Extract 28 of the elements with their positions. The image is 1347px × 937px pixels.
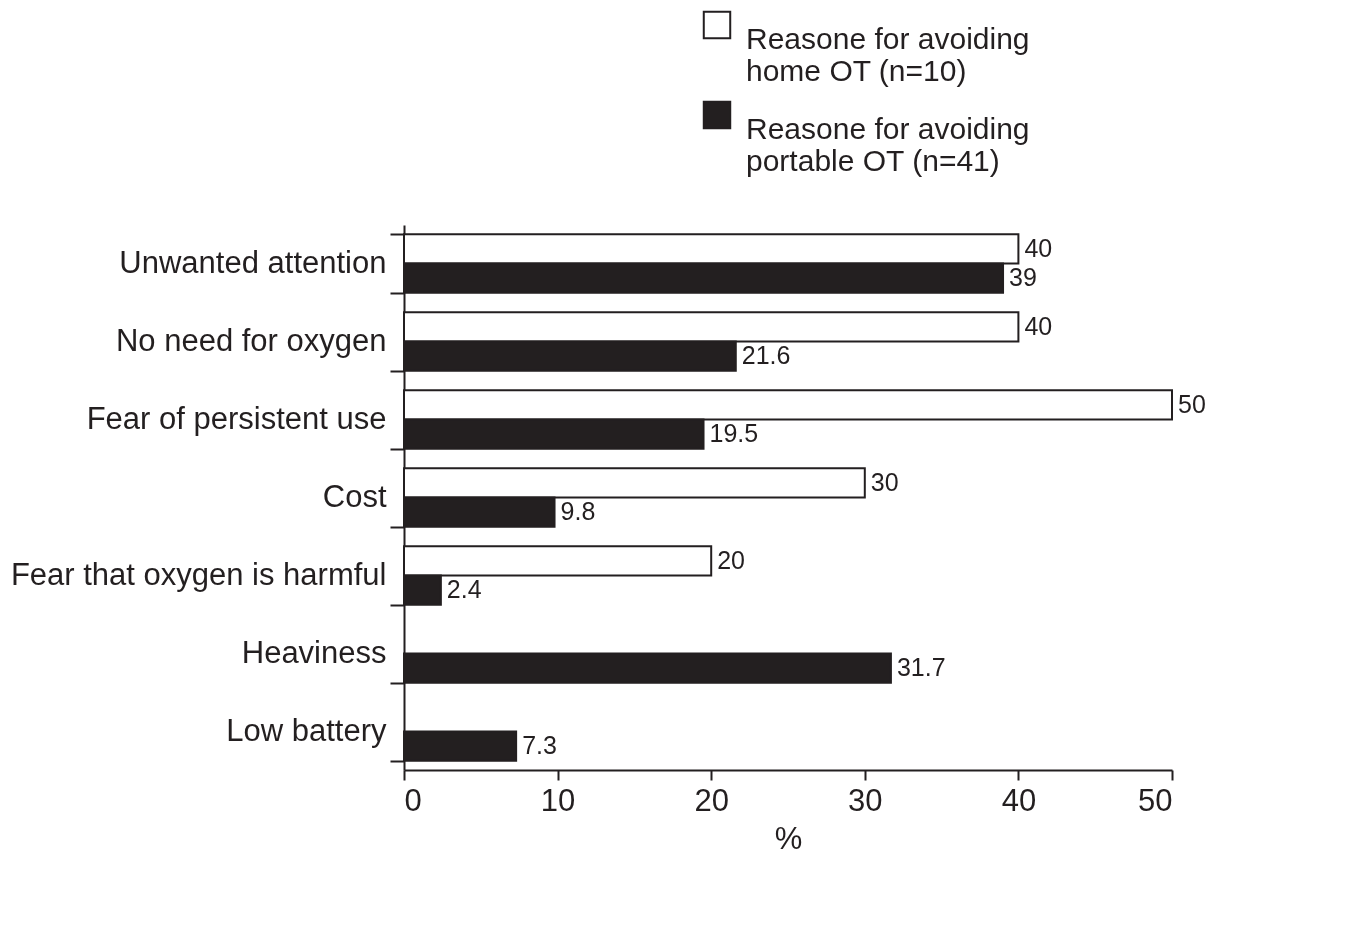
x-tick-label: 30 bbox=[848, 782, 883, 818]
x-tick-label: 50 bbox=[1138, 782, 1173, 818]
y-tick-label: Low battery bbox=[226, 712, 387, 748]
data-label: 21.6 bbox=[741, 341, 791, 370]
x-tick-label: 10 bbox=[540, 782, 576, 818]
legend-label: Reasone for avoiding home OT (n=10) bbox=[746, 22, 1030, 87]
data-label: 30 bbox=[870, 467, 899, 496]
y-tick-label: Unwanted attention bbox=[119, 245, 387, 281]
x-tick-label: 40 bbox=[1001, 782, 1037, 818]
y-tick-label: No need for oxygen bbox=[115, 323, 387, 359]
y-tick-label: Fear that oxygen is harmful bbox=[10, 556, 387, 592]
data-label: 19.5 bbox=[709, 419, 759, 448]
y-tick-label: Fear of persistent use bbox=[86, 401, 387, 437]
data-label: 40 bbox=[1024, 233, 1053, 262]
data-label: 9.8 bbox=[560, 497, 596, 526]
x-tick-label: 0 bbox=[404, 782, 422, 818]
y-tick-label: Heaviness bbox=[241, 634, 387, 670]
y-tick-label: Cost bbox=[322, 479, 387, 514]
data-label: 39 bbox=[1009, 263, 1037, 292]
x-axis-title: % bbox=[774, 820, 803, 856]
data-label: 40 bbox=[1024, 311, 1053, 340]
data-label: 7.3 bbox=[522, 731, 557, 760]
data-label: 2.4 bbox=[446, 575, 482, 604]
data-label: 20 bbox=[717, 545, 746, 574]
data-label: 50 bbox=[1178, 389, 1206, 418]
data-label: 31.7 bbox=[896, 653, 946, 682]
legend-label: Reasone for avoiding portable OT (n=41) bbox=[746, 112, 1030, 177]
x-tick-label: 20 bbox=[694, 782, 729, 818]
